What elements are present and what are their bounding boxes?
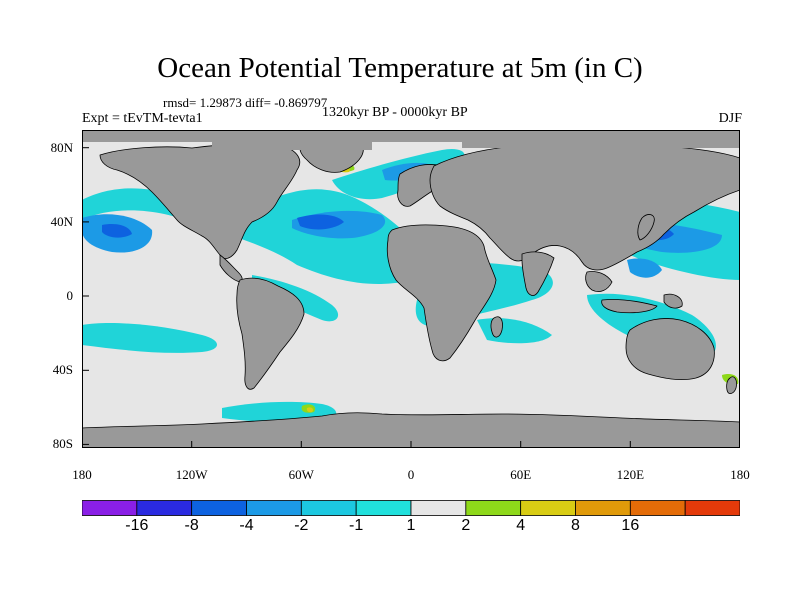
colorbar-label: 4 (516, 517, 526, 534)
colorbar-box (465, 500, 522, 516)
colorbar-label: -2 (294, 517, 309, 534)
lon-label: 120E (616, 467, 645, 482)
lat-label: 40S (52, 362, 73, 378)
lon-label: 60W (288, 467, 314, 482)
lon-label: 180 (730, 467, 750, 482)
colorbar-label: -1 (349, 517, 364, 534)
colorbar-box (520, 500, 576, 516)
experiment-label: Expt = tEvTM-tevta1 (82, 111, 203, 126)
period-label: 1320kyr BP - 0000kyr BP (322, 105, 468, 120)
arctic-land (82, 130, 740, 150)
colorbar-label: 16 (621, 517, 640, 534)
lat-label: 80N (50, 139, 73, 155)
colorbar-box (136, 500, 193, 516)
colorbar-box (629, 500, 686, 516)
map-title: Ocean Potential Temperature at 5m (in C) (157, 52, 643, 84)
lat-label: 40N (50, 213, 73, 229)
lat-label: 80S (52, 436, 73, 452)
colorbar-label: -4 (239, 517, 254, 534)
colorbar-label: 2 (461, 517, 471, 534)
colorbar-label: -16 (125, 517, 149, 534)
colorbar-box (82, 500, 138, 516)
colorbar (82, 500, 740, 516)
colorbar-box (300, 500, 357, 516)
lon-label: 180 (72, 467, 92, 482)
colorbar-box (410, 500, 467, 516)
colorbar-box (684, 500, 740, 516)
colorbar-box (575, 500, 631, 516)
lon-label: 0 (407, 467, 415, 482)
lon-label: 120W (175, 467, 208, 482)
colorbar-box (191, 500, 247, 516)
stats-text: rmsd= 1.29873 diff= -0.869797 (163, 95, 328, 110)
map-plot (82, 130, 740, 448)
colorbar-label: 8 (571, 517, 580, 534)
lat-label: 0 (66, 288, 74, 303)
ticks (82, 147, 740, 448)
colorbar-label: -8 (184, 517, 199, 534)
colorbar-label: 1 (406, 517, 416, 534)
season-label: DJF (718, 111, 742, 126)
colorbar-box (355, 500, 412, 516)
lon-label: 60E (510, 467, 532, 482)
colorbar-box (246, 500, 302, 516)
